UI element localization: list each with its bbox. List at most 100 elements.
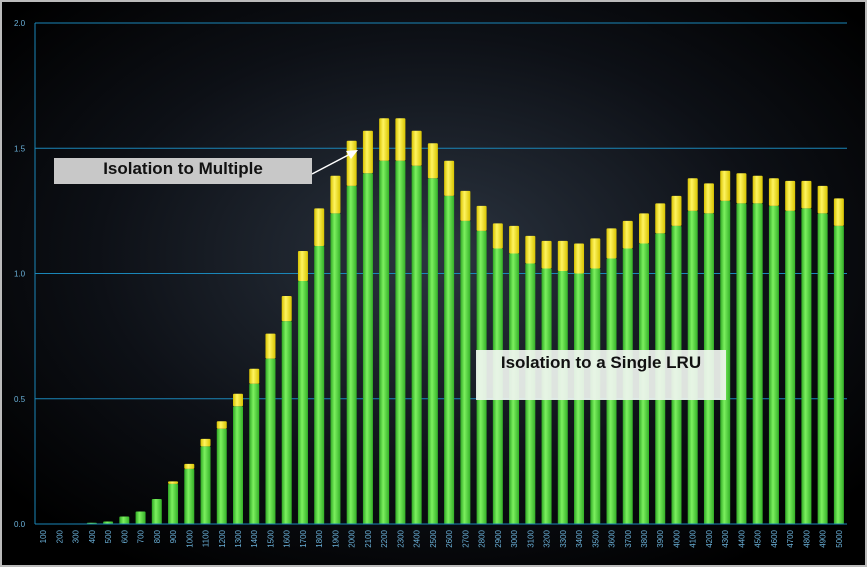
bar-segment bbox=[379, 118, 390, 161]
bar-segment bbox=[314, 208, 325, 246]
bar-segment bbox=[639, 213, 649, 244]
bar-segment bbox=[265, 358, 276, 524]
bar-segment bbox=[200, 446, 211, 524]
x-tick-label: 600 bbox=[120, 529, 129, 543]
bar-segment bbox=[703, 183, 714, 214]
bar-segment bbox=[801, 180, 812, 209]
x-tick-label: 400 bbox=[88, 529, 97, 543]
bar-segment bbox=[330, 175, 341, 214]
bar-segment bbox=[833, 198, 844, 226]
x-tick-label: 2800 bbox=[478, 529, 487, 547]
bar-segment bbox=[622, 220, 633, 249]
bar-segment bbox=[200, 438, 211, 447]
x-tick-label: 4100 bbox=[689, 529, 698, 547]
bar-segment bbox=[655, 203, 666, 234]
x-tick-label: 3300 bbox=[559, 529, 568, 547]
x-tick-label: 2900 bbox=[494, 529, 503, 547]
bar-segment bbox=[346, 140, 357, 186]
bar-segment bbox=[168, 483, 179, 524]
y-tick-label: 0.0 bbox=[14, 520, 26, 529]
arrow-head bbox=[346, 150, 358, 159]
x-tick-label: 200 bbox=[55, 529, 64, 543]
x-tick-label: 4800 bbox=[802, 529, 811, 547]
x-tick-label: 1100 bbox=[202, 529, 211, 547]
x-tick-label: 4700 bbox=[786, 529, 795, 547]
y-tick-label: 0.5 bbox=[14, 395, 26, 404]
bar-segment bbox=[233, 406, 243, 524]
bar-segment bbox=[281, 321, 292, 524]
bar-segment bbox=[557, 240, 568, 271]
x-tick-label: 3900 bbox=[656, 529, 665, 547]
bar-segment bbox=[444, 195, 455, 524]
bar-segment bbox=[801, 208, 812, 524]
bar-segment bbox=[216, 421, 227, 429]
x-tick-label: 2000 bbox=[348, 529, 357, 547]
x-tick-label: 2100 bbox=[364, 529, 373, 547]
y-tick-label: 2.0 bbox=[14, 19, 26, 28]
bar-segment bbox=[590, 238, 601, 269]
y-tick-label: 1.0 bbox=[14, 270, 26, 279]
bar-segment bbox=[785, 180, 796, 211]
bar-segment bbox=[379, 160, 390, 524]
bar-segment bbox=[606, 228, 617, 259]
x-tick-label: 2500 bbox=[429, 529, 438, 547]
bar-segment bbox=[752, 203, 763, 525]
bar-segment bbox=[411, 130, 422, 166]
x-tick-label: 500 bbox=[104, 529, 113, 543]
x-tick-label: 5000 bbox=[835, 529, 844, 547]
x-tick-label: 800 bbox=[153, 529, 162, 543]
x-tick-label: 1700 bbox=[299, 529, 308, 547]
x-tick-label: 4900 bbox=[819, 529, 828, 547]
bar-segment bbox=[314, 245, 325, 524]
bar-segment bbox=[460, 190, 471, 221]
bar-segment bbox=[395, 118, 406, 161]
bar-segment bbox=[817, 185, 828, 214]
bar-segment bbox=[249, 383, 260, 524]
x-tick-label: 3000 bbox=[510, 529, 519, 547]
x-tick-label: 100 bbox=[39, 529, 48, 543]
bar-segment bbox=[687, 178, 698, 211]
bar-segment bbox=[346, 185, 357, 524]
x-tick-label: 700 bbox=[137, 529, 146, 543]
bar-segment bbox=[460, 220, 471, 524]
x-tick-label: 2200 bbox=[380, 529, 389, 547]
x-tick-label: 3800 bbox=[640, 529, 649, 547]
x-tick-label: 3100 bbox=[526, 529, 535, 547]
bar-segment bbox=[720, 170, 731, 201]
bar-segment bbox=[103, 521, 114, 524]
x-tick-label: 4400 bbox=[737, 529, 746, 547]
bar-segment bbox=[330, 213, 341, 524]
x-tick-label: 4600 bbox=[770, 529, 779, 547]
bar-segment bbox=[427, 178, 438, 524]
bar-segment bbox=[281, 296, 292, 322]
arrow bbox=[311, 151, 355, 175]
x-tick-label: 4300 bbox=[721, 529, 730, 547]
x-tick-label: 2400 bbox=[413, 529, 422, 547]
bar-segment bbox=[785, 210, 796, 524]
x-tick-label: 1800 bbox=[315, 529, 324, 547]
bar-segment bbox=[768, 178, 779, 206]
x-tick-label: 2700 bbox=[461, 529, 470, 547]
bar-segment bbox=[395, 160, 406, 524]
y-tick-label: 1.5 bbox=[14, 144, 26, 153]
bar-segment bbox=[525, 235, 536, 264]
bar-segment bbox=[752, 175, 763, 204]
annotation: Isolation to Multiple bbox=[54, 158, 312, 184]
bar-segment bbox=[233, 393, 243, 407]
bar-segment bbox=[492, 223, 503, 249]
x-tick-label: 300 bbox=[72, 529, 81, 543]
bar-segment bbox=[184, 463, 195, 469]
bar-segment bbox=[671, 195, 682, 226]
bar-segment bbox=[736, 203, 747, 525]
x-tick-label: 4000 bbox=[672, 529, 681, 547]
x-tick-label: 1200 bbox=[218, 529, 227, 547]
x-tick-label: 1300 bbox=[234, 529, 243, 547]
x-tick-label: 1600 bbox=[283, 529, 292, 547]
bar-segment bbox=[768, 205, 779, 525]
bar-segment bbox=[833, 225, 844, 524]
bar-segment bbox=[362, 173, 373, 525]
bar-segment bbox=[541, 240, 552, 269]
x-tick-label: 1500 bbox=[266, 529, 275, 547]
